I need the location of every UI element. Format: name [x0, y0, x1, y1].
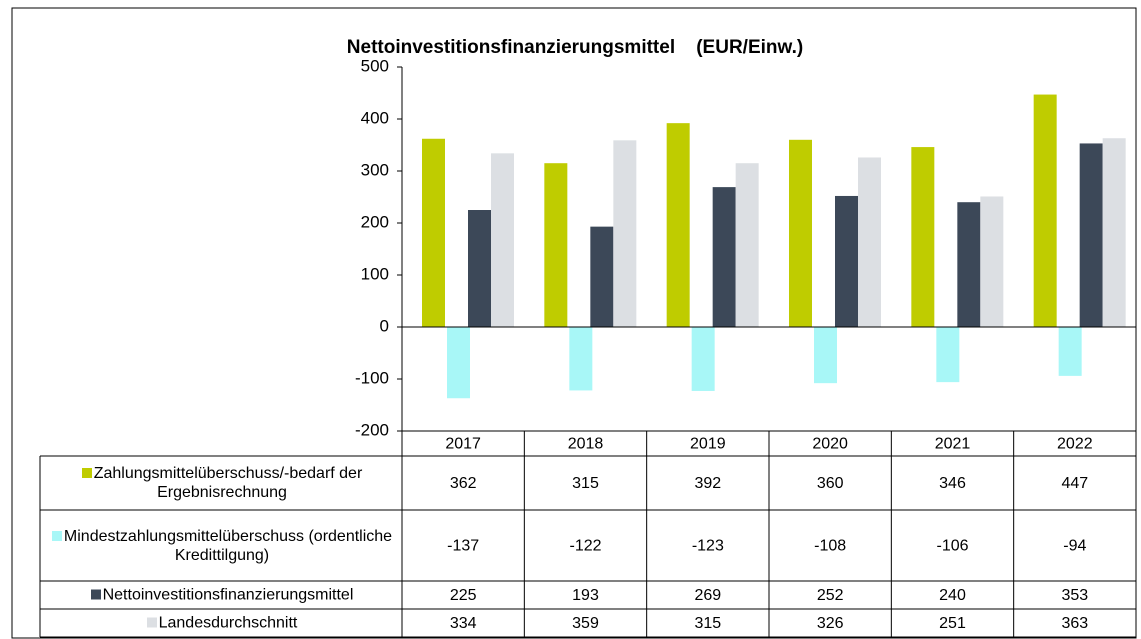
bar: [447, 327, 470, 399]
x-tick-label: 2018: [568, 436, 604, 453]
table-value: 193: [572, 587, 599, 604]
bar: [691, 327, 715, 391]
legend-swatch: [146, 617, 157, 628]
bar: [936, 327, 960, 383]
table-value: 252: [817, 587, 844, 604]
legend-swatch: [90, 589, 101, 600]
table-value: 346: [939, 475, 966, 492]
table-value: 353: [1061, 587, 1088, 604]
table-value: -122: [569, 538, 601, 555]
table-value: 334: [450, 615, 477, 632]
table-value: 363: [1061, 615, 1088, 632]
legend-entry: Mindestzahlungsmittelüberschuss (ordentl…: [44, 527, 400, 565]
table-value: 392: [694, 475, 721, 492]
y-tick-label: 400: [361, 108, 389, 127]
table-value: 269: [694, 587, 721, 604]
table-value: 447: [1061, 475, 1088, 492]
table-value: -108: [814, 538, 846, 555]
y-tick-label: 300: [361, 160, 389, 179]
legend-label: Nettoinvestitionsfinanzierungsmittel: [102, 586, 354, 604]
legend-label: Mindestzahlungsmittelüberschuss (ordentl…: [63, 527, 393, 564]
table-value: -94: [1063, 538, 1086, 555]
x-tick-label: 2019: [690, 436, 726, 453]
bar: [468, 210, 491, 327]
y-tick-label: -200: [355, 420, 389, 439]
table-value: 240: [939, 587, 966, 604]
bar: [814, 327, 837, 384]
table-value: -106: [936, 538, 968, 555]
bar: [835, 195, 858, 327]
table-value: 315: [694, 615, 721, 632]
bar: [1058, 327, 1082, 376]
chart-title: Nettoinvestitionsfinanzierungsmittel (EU…: [347, 37, 803, 58]
bar: [1033, 94, 1057, 327]
table-value: 251: [939, 615, 966, 632]
bar: [613, 140, 637, 327]
legend-entry: Zahlungsmittelüberschuss/-bedarf der Erg…: [44, 464, 400, 502]
bar: [666, 123, 690, 327]
y-tick-label: -100: [355, 368, 389, 387]
table-value: 359: [572, 615, 599, 632]
frame: [11, 7, 1137, 639]
bar: [712, 187, 736, 327]
x-tick-label: 2020: [812, 436, 848, 453]
bar: [422, 138, 445, 327]
bar: [544, 163, 568, 327]
bar: [569, 327, 593, 391]
x-tick-label: 2021: [935, 436, 971, 453]
legend-swatch: [51, 530, 62, 541]
bar: [957, 202, 981, 327]
y-tick-label: 100: [361, 264, 389, 283]
bar: [1079, 143, 1103, 327]
table-value: 360: [817, 475, 844, 492]
legend-label: Zahlungsmittelüberschuss/-bedarf der Erg…: [93, 465, 363, 501]
table-value: 225: [450, 587, 477, 604]
x-tick-label: 2022: [1057, 436, 1093, 453]
bar: [858, 157, 881, 327]
table-value: -123: [692, 538, 724, 555]
bar: [590, 226, 614, 327]
y-tick-label: 0: [380, 316, 389, 335]
table-value: 315: [572, 475, 599, 492]
bar: [1102, 138, 1126, 327]
y-tick-label: 200: [361, 212, 389, 231]
bar: [980, 196, 1004, 327]
table-value: 362: [450, 475, 477, 492]
bar: [911, 147, 935, 327]
table-value: -137: [447, 538, 479, 555]
legend-entry: Landesdurchschnitt: [44, 614, 400, 633]
bar: [789, 139, 812, 327]
bar: [735, 163, 759, 327]
y-tick-label: 500: [361, 56, 389, 75]
x-tick-label: 2017: [445, 436, 481, 453]
legend-swatch: [81, 468, 92, 478]
bar: [491, 153, 514, 327]
table-value: 326: [817, 615, 844, 632]
legend-label: Landesdurchschnitt: [158, 614, 298, 632]
legend-entry: Nettoinvestitionsfinanzierungsmittel: [44, 586, 400, 605]
